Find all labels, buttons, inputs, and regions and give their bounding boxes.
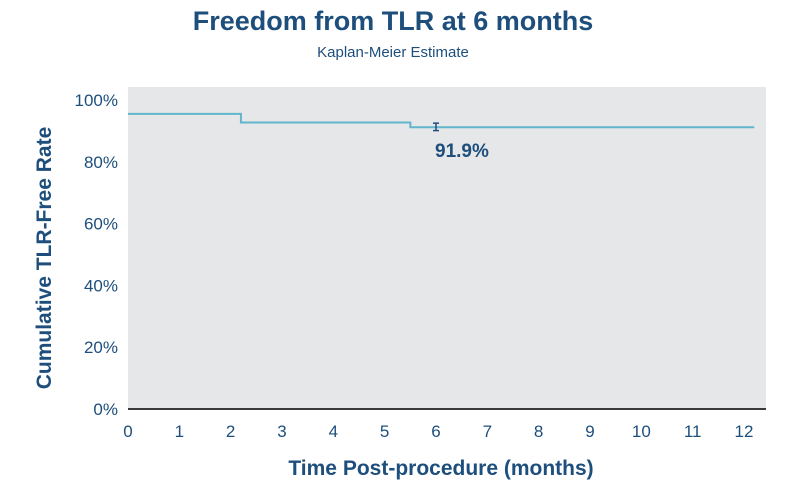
y-tick-label: 20% [84, 338, 118, 357]
x-tick-label: 9 [585, 422, 594, 441]
y-tick-label: 100% [75, 91, 118, 110]
plot-background [128, 87, 766, 409]
y-tick-label: 0% [93, 400, 118, 419]
x-tick-label: 3 [277, 422, 286, 441]
x-tick-label: 2 [226, 422, 235, 441]
x-tick-label: 4 [329, 422, 338, 441]
x-tick-label: 10 [632, 422, 651, 441]
annotation-label: 91.9% [435, 141, 489, 162]
y-axis-label: Cumulative TLR-Free Rate [33, 127, 56, 390]
x-tick-label: 0 [123, 422, 132, 441]
x-tick-label: 11 [684, 422, 702, 441]
x-tick-label: 6 [431, 422, 440, 441]
series-line [128, 112, 755, 129]
x-axis-label: Time Post-procedure (months) [288, 457, 593, 480]
chart-subtitle: Kaplan-Meier Estimate [317, 44, 469, 61]
y-tick-label: 80% [84, 153, 118, 172]
x-tick-label: 8 [534, 422, 543, 441]
y-tick-label: 60% [84, 215, 118, 234]
error-bar [433, 122, 439, 132]
chart-title: Freedom from TLR at 6 months [192, 6, 594, 36]
x-tick-label: 1 [175, 422, 184, 441]
x-tick-label: 12 [735, 422, 754, 441]
x-tick-label: 7 [483, 422, 492, 441]
x-tick-label: 5 [380, 422, 389, 441]
y-tick-label: 40% [84, 276, 118, 295]
